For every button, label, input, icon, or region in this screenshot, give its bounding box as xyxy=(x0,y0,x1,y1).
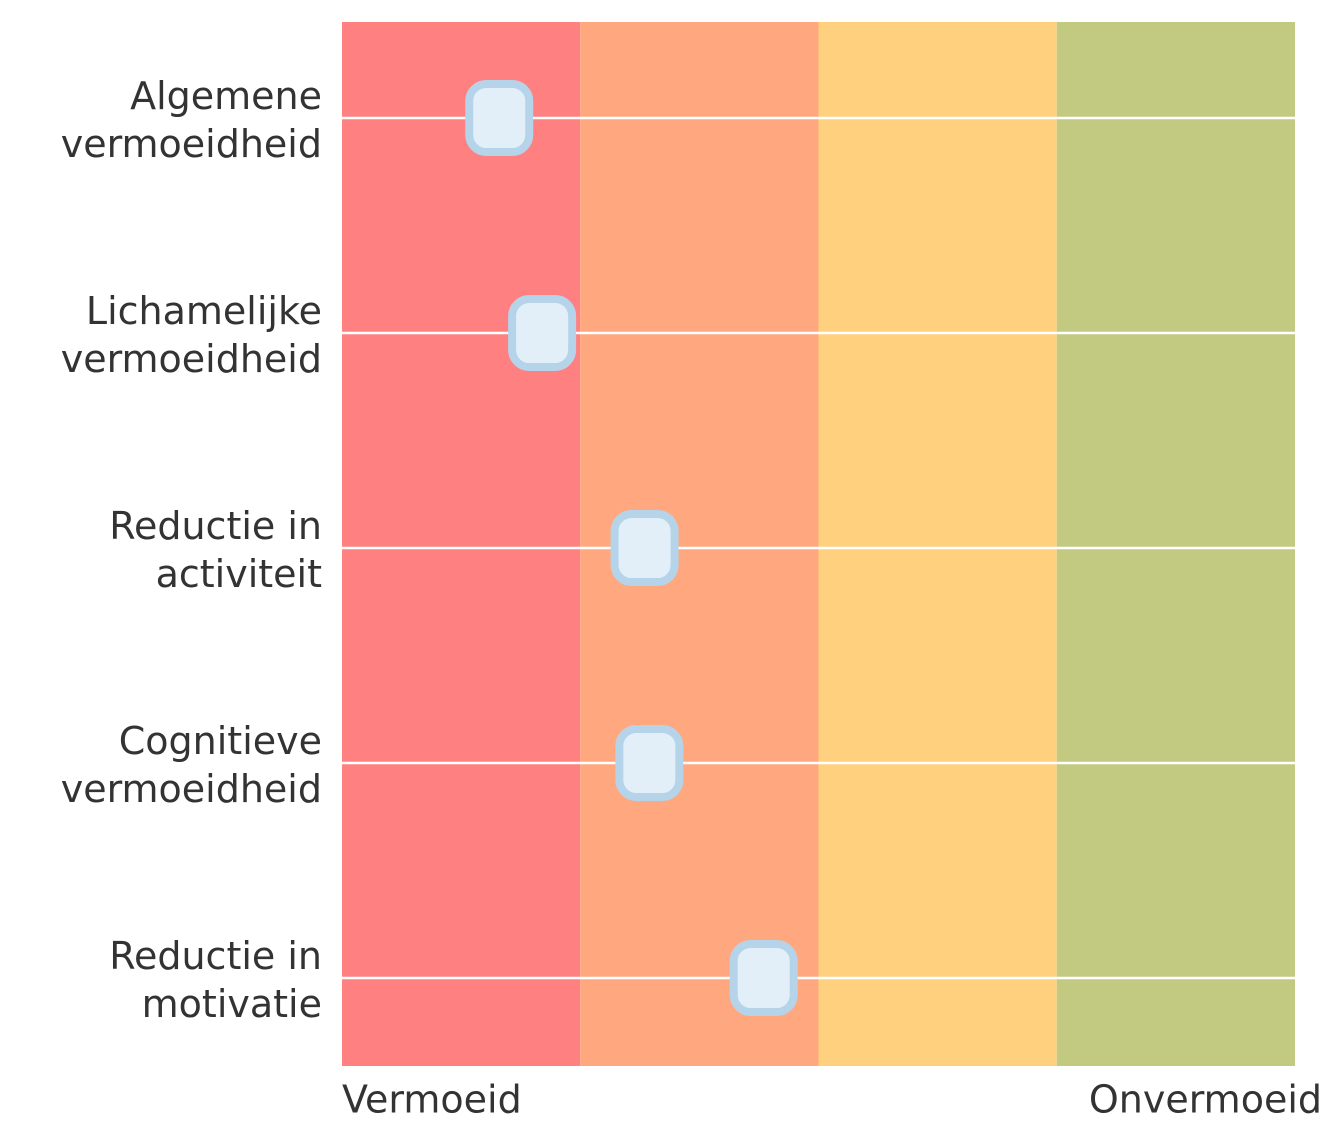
slider-thumb xyxy=(508,295,577,371)
band xyxy=(342,22,581,1066)
band xyxy=(1056,22,1295,1066)
row-label-line: vermoeidheid xyxy=(61,337,322,381)
slider-thumb xyxy=(729,940,798,1016)
axis-end-label: Onvermoeid xyxy=(1089,1078,1322,1122)
row-label-line: Cognitieve xyxy=(119,719,322,763)
row-label-line: Reductie in xyxy=(109,504,322,548)
band xyxy=(818,22,1057,1066)
row-label-line: activiteit xyxy=(156,552,322,596)
row-label: Algemene vermoeidheid xyxy=(61,74,322,166)
row-label-line: vermoeidheid xyxy=(61,767,322,811)
axis-start-label: Vermoeid xyxy=(342,1078,522,1122)
row-label: Lichamelijke vermoeidheid xyxy=(61,289,322,381)
row-label: Reductie in activiteit xyxy=(109,504,322,596)
row-label-line: Algemene xyxy=(130,74,322,118)
slider-thumb xyxy=(610,510,679,586)
slider-thumb xyxy=(615,725,684,801)
row-label-line: motivatie xyxy=(142,982,322,1026)
row-label-line: Lichamelijke xyxy=(86,289,322,333)
row-label: Reductie in motivatie xyxy=(109,934,322,1026)
slider-thumb xyxy=(465,80,534,156)
row-label: Cognitieve vermoeidheid xyxy=(61,719,322,811)
row-label-line: Reductie in xyxy=(109,934,322,978)
row-label-line: vermoeidheid xyxy=(61,122,322,166)
